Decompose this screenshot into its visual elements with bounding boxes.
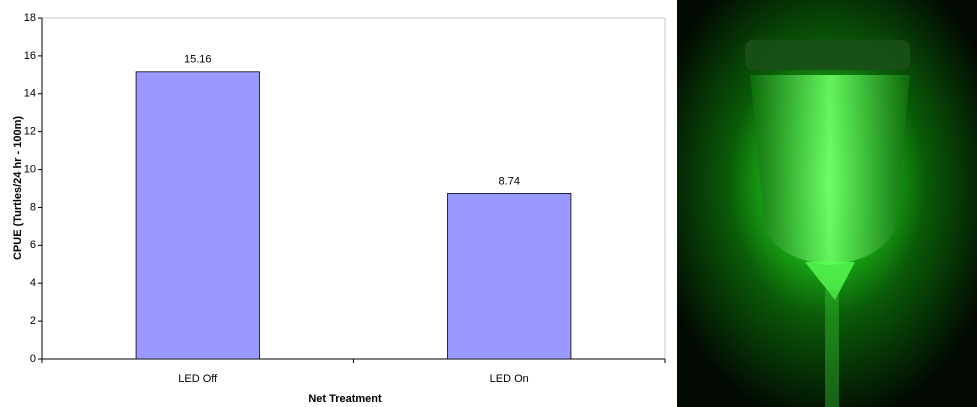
x-tick-label: LED On <box>490 373 529 385</box>
bar <box>135 71 260 360</box>
y-tick-label: 12 <box>24 126 36 138</box>
y-tick-label: 4 <box>30 277 36 289</box>
x-axis-label: Net Treatment <box>308 393 382 405</box>
x-tick-label: LED Off <box>178 373 218 385</box>
y-tick-label: 10 <box>24 163 36 175</box>
y-axis-label: CPUE (Turtles/24 hr - 100m) <box>12 116 24 260</box>
y-tick-label: 18 <box>24 12 36 24</box>
data-label: 8.74 <box>499 175 520 187</box>
photo-body <box>750 75 910 265</box>
photo-tip <box>805 262 855 300</box>
plot-area <box>41 17 666 360</box>
y-tick-label: 14 <box>24 88 36 100</box>
photo <box>677 0 977 407</box>
photo-cap <box>745 40 910 70</box>
y-tick-label: 6 <box>30 239 36 251</box>
data-label: 15.16 <box>184 54 212 66</box>
photo-beam <box>825 290 839 407</box>
y-tick-label: 2 <box>30 315 36 327</box>
y-tick-label: 0 <box>30 353 36 365</box>
bar <box>447 193 572 360</box>
y-tick-label: 8 <box>30 201 36 213</box>
y-tick-label: 16 <box>24 50 36 62</box>
